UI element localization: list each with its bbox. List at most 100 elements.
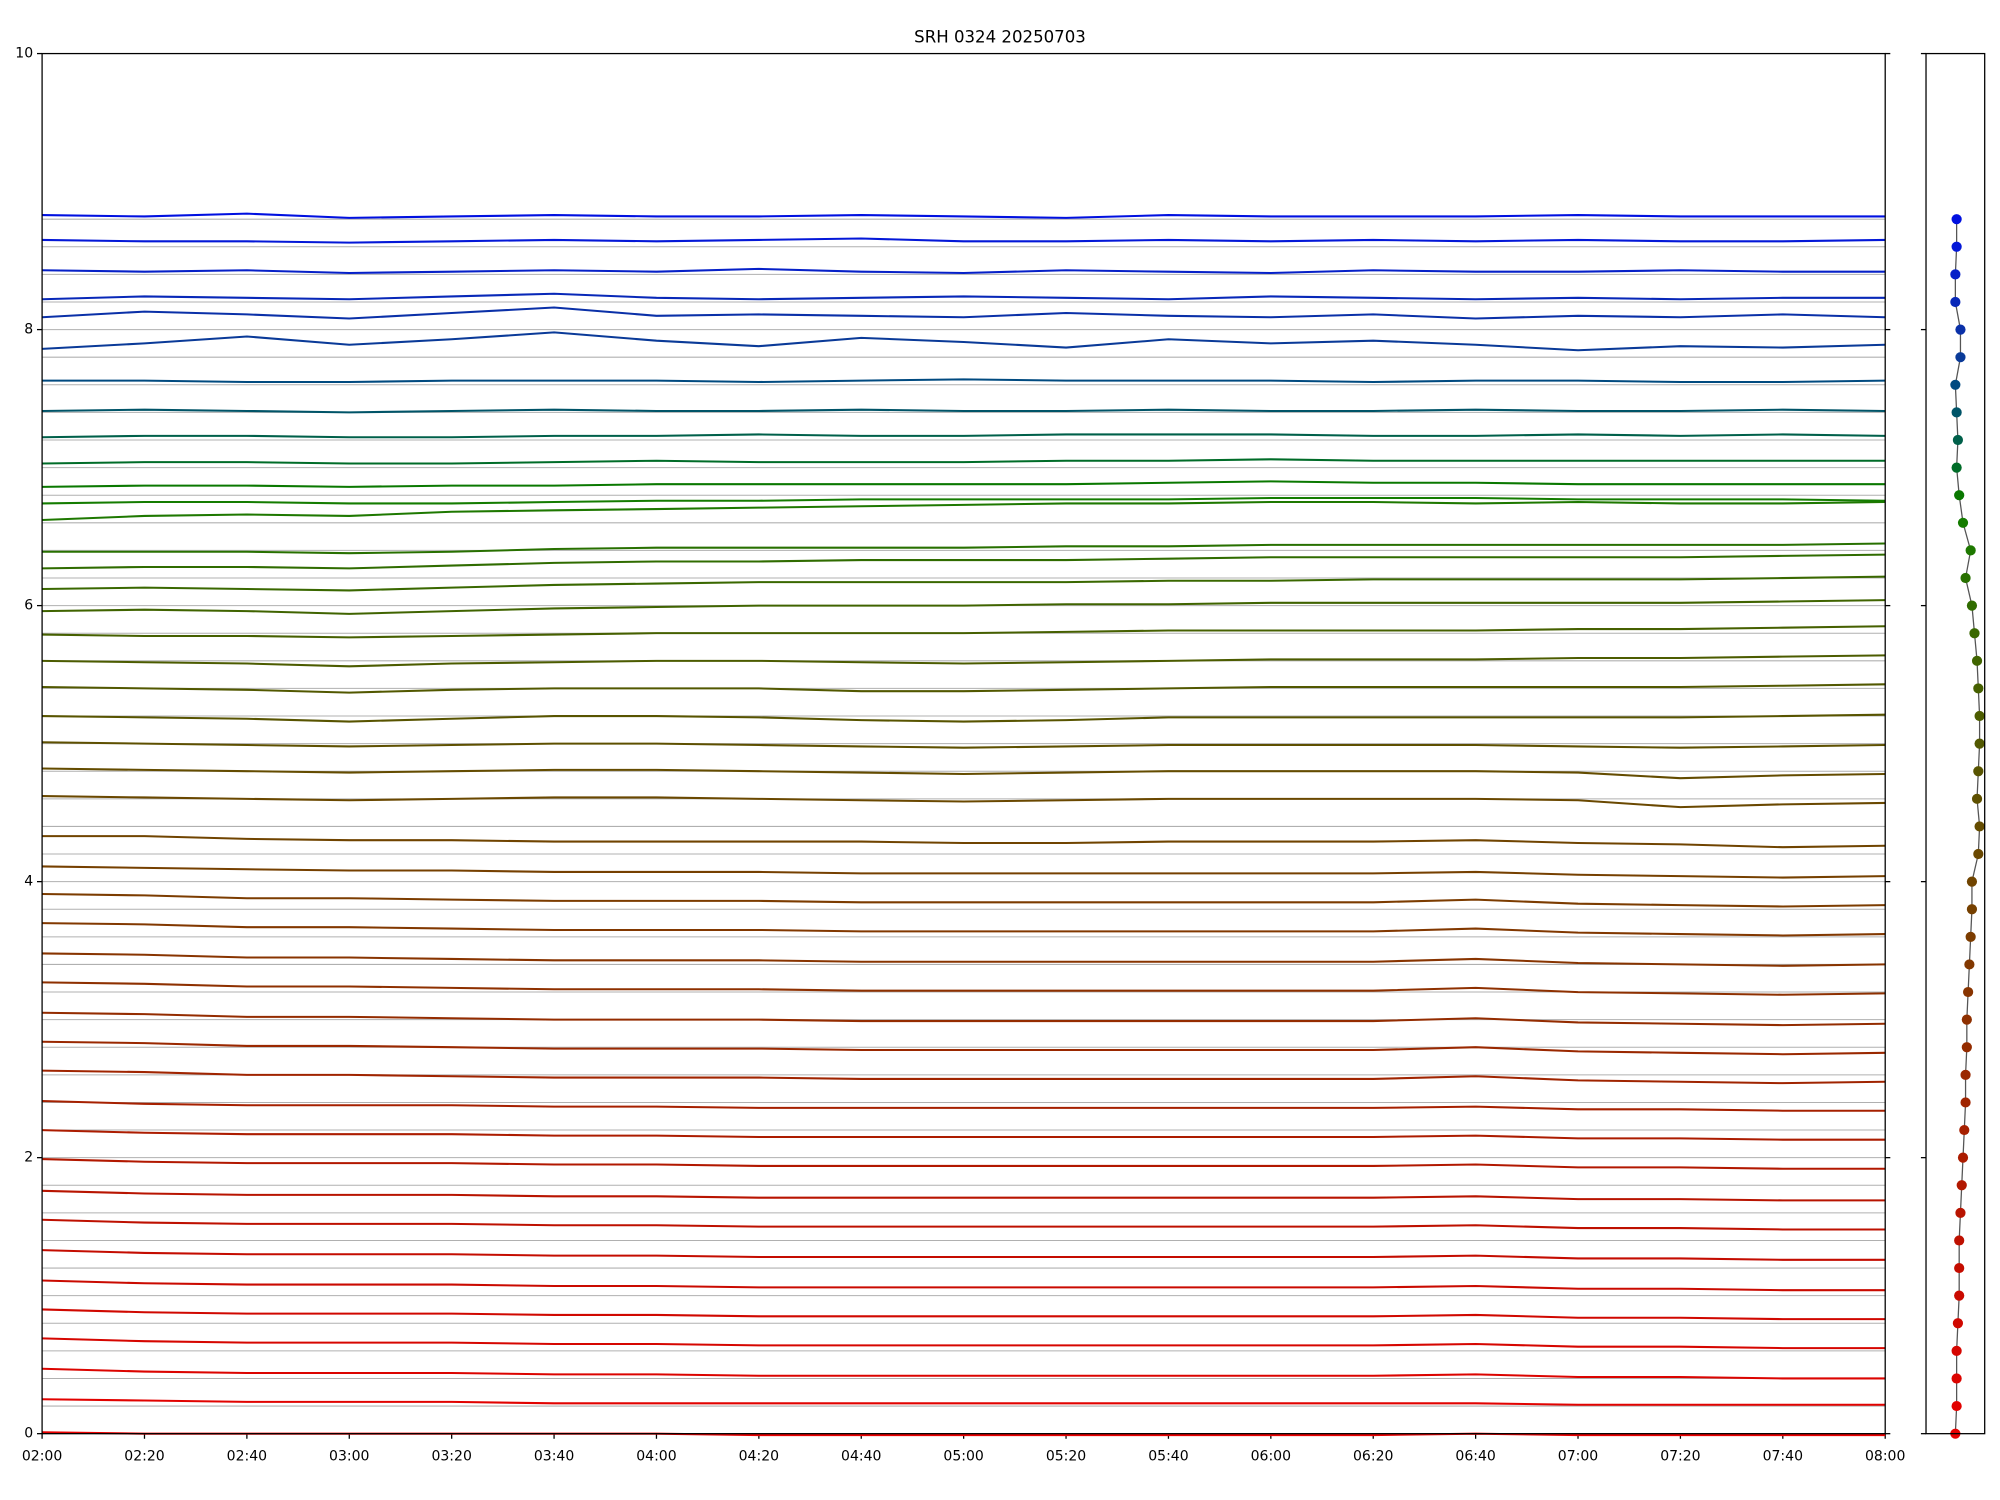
- series-line: [42, 1040, 1886, 1056]
- level-dot: [1952, 434, 1964, 446]
- x-tick-label: 07:40: [1763, 1449, 1803, 1465]
- series-line: [42, 952, 1886, 967]
- series-line: [42, 575, 1886, 592]
- level-dot: [1951, 1345, 1962, 1356]
- series-line: [42, 237, 1886, 244]
- level-dot: [1954, 490, 1965, 501]
- x-tick-label: 06:20: [1353, 1449, 1393, 1465]
- series-line: [42, 306, 1886, 320]
- x-tick-label: 05:20: [1046, 1449, 1086, 1465]
- series-line: [42, 1100, 1886, 1112]
- level-dot: [1966, 904, 1978, 915]
- level-dot: [1965, 545, 1976, 556]
- series-line: [42, 1337, 1886, 1350]
- level-dot: [1969, 628, 1980, 639]
- level-dot: [1955, 324, 1966, 335]
- level-dot: [1961, 1042, 1972, 1053]
- series-line: [42, 1069, 1886, 1085]
- x-tick-label: 05:40: [1148, 1449, 1188, 1465]
- x-tick-label: 02:20: [124, 1449, 164, 1465]
- level-dot: [1951, 407, 1962, 418]
- series-line: [42, 1011, 1886, 1027]
- x-tick-label: 07:20: [1660, 1449, 1700, 1465]
- level-dot: [1951, 462, 1962, 473]
- level-dot: [1951, 241, 1962, 252]
- series-line: [42, 599, 1886, 615]
- main-frame: [41, 52, 1886, 1435]
- series-line: [42, 795, 1886, 809]
- x-tick-label: 02:00: [22, 1449, 62, 1465]
- level-dot: [1971, 793, 1983, 804]
- series-line: [42, 331, 1886, 352]
- level-dot: [1954, 1290, 1965, 1301]
- plot-layer: 0 2 4 6 8 10 02:00 02:20 02:40 03:00 03:20 03:40 04:…: [15, 46, 1985, 1465]
- x-tick-label: 05:00: [943, 1449, 983, 1465]
- series-line: [42, 767, 1886, 780]
- level-dot: [1964, 959, 1975, 970]
- series-line: [42, 654, 1886, 668]
- level-dot: [1960, 572, 1971, 584]
- x-tick-label: 03:20: [431, 1449, 471, 1465]
- level-dot: [1956, 1180, 1967, 1191]
- level-dot: [1966, 600, 1978, 611]
- series-line: [42, 501, 1886, 522]
- series-line: [42, 480, 1886, 488]
- y-tick-label: 6: [24, 598, 33, 614]
- level-dot: [1974, 821, 1985, 832]
- x-tick-label: 04:20: [739, 1449, 779, 1465]
- series-line: [42, 1129, 1886, 1141]
- series-line: [42, 212, 1886, 219]
- series-line: [42, 553, 1886, 570]
- series-line: [42, 1189, 1886, 1202]
- level-dot: [1950, 269, 1961, 280]
- series-line: [42, 267, 1886, 274]
- level-dot: [1960, 1069, 1971, 1080]
- series-line: [42, 1308, 1886, 1321]
- series-line: [42, 1367, 1886, 1380]
- side-frame: [1925, 52, 1986, 1435]
- level-dot: [1954, 1262, 1965, 1274]
- y-tick-label: 10: [15, 46, 33, 62]
- series-line: [42, 625, 1886, 639]
- x-tick-label: 02:40: [227, 1449, 267, 1465]
- level-dot: [1973, 848, 1984, 860]
- series-line: [42, 496, 1886, 505]
- level-dot: [1955, 352, 1966, 363]
- level-dot: [1961, 1014, 1972, 1025]
- y-tick-label: 0: [24, 1426, 33, 1442]
- level-dot: [1973, 766, 1984, 777]
- x-tick-label: 04:40: [841, 1449, 881, 1465]
- series-line: [42, 922, 1886, 937]
- x-tick-label: 08:00: [1865, 1449, 1905, 1465]
- level-dot: [1955, 1207, 1966, 1218]
- series-line: [42, 865, 1886, 879]
- level-dot: [1951, 1400, 1962, 1412]
- series-line: [42, 292, 1886, 301]
- level-dot: [1965, 931, 1976, 942]
- x-tick-label: 06:40: [1455, 1449, 1495, 1465]
- series-line: [42, 683, 1886, 694]
- series-line: [42, 1249, 1886, 1261]
- level-dot: [1974, 710, 1985, 722]
- level-dot: [1973, 683, 1984, 694]
- x-tick-label: 06:00: [1251, 1449, 1291, 1465]
- series-line: [42, 741, 1886, 749]
- level-dot: [1963, 986, 1974, 998]
- series-line: [42, 713, 1886, 723]
- x-tick-label: 03:00: [329, 1449, 369, 1465]
- series-line: [42, 892, 1886, 908]
- level-dot: [1971, 655, 1983, 666]
- x-tick-label: 03:40: [534, 1449, 574, 1465]
- level-dot: [1952, 1318, 1964, 1329]
- series-line: [42, 981, 1886, 996]
- series-line: [42, 433, 1886, 439]
- x-tick-label: 04:00: [636, 1449, 676, 1465]
- level-dot: [1950, 379, 1961, 390]
- level-dot: [1954, 1235, 1965, 1246]
- y-tick-label: 8: [24, 322, 33, 338]
- level-dot: [1974, 738, 1985, 749]
- series-line: [42, 458, 1886, 465]
